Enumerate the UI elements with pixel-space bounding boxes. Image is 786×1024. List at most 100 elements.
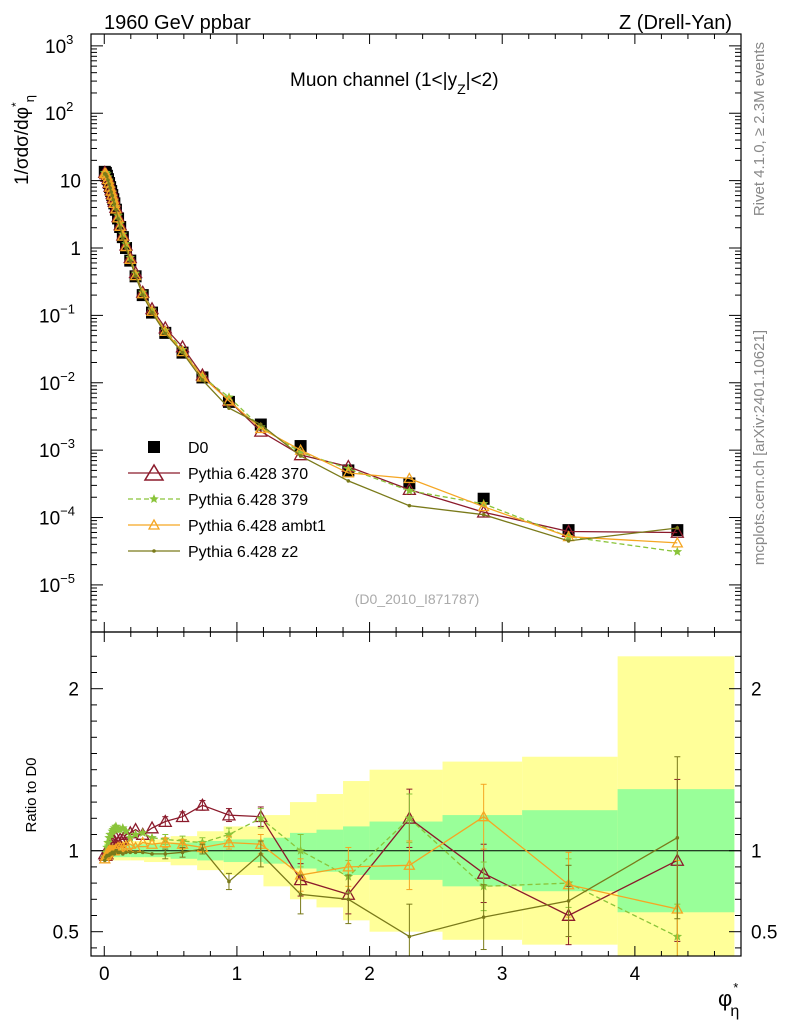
y-tick-label-exp: 3: [66, 32, 73, 47]
data-point-z2: [107, 182, 111, 186]
legend-label-ambt1: Pythia 6.428 ambt1: [188, 518, 326, 535]
y-tick-label: 10−4: [39, 504, 75, 530]
legend-label-p379: Pythia 6.428 379: [188, 492, 308, 509]
x-tick-label: 4: [630, 964, 641, 985]
ratio-frame: [90, 631, 742, 957]
ratio-point-p370: [118, 827, 134, 840]
y-tick-label-exp: −5: [60, 571, 75, 586]
ratio-point-p379: [118, 823, 128, 833]
ratio-point-z2: [481, 915, 486, 919]
legend-item-p379: Pythia 6.428 379: [128, 492, 308, 509]
ratio-point-ambt1: [109, 842, 123, 854]
ratio-point-p379: [138, 827, 148, 837]
legend-marker-D0: [148, 441, 160, 453]
y-tick-label-exp: −2: [60, 369, 75, 384]
ratio-point-ambt1: [159, 836, 172, 848]
data-point-z2: [109, 190, 113, 194]
ratio-point-p379: [115, 824, 125, 834]
ratio-point-z2: [102, 858, 107, 863]
x-axis-label: φ* η: [718, 980, 739, 1020]
data-point-z2: [121, 236, 125, 240]
data-point-z2: [114, 207, 118, 212]
data-point-D0: [562, 524, 575, 537]
series-line-z2: [104, 173, 678, 542]
main-title-main: Muon channel (1<|y: [290, 70, 458, 91]
ratio-point-p379: [102, 842, 112, 852]
legend: D0 Pythia 6.428 370 Pythia 6.428 379 Pythia…: [128, 440, 326, 561]
ratio-series-z2: [102, 756, 681, 956]
data-point-z2: [140, 293, 145, 297]
ratio-point-z2: [566, 899, 571, 903]
data-point-z2: [481, 512, 486, 517]
data-point-ambt1: [111, 211, 125, 223]
data-point-z2: [106, 178, 110, 182]
y-tick-label: 10−3: [39, 436, 75, 462]
data-point-ambt1: [129, 269, 142, 281]
ratio-point-ambt1: [136, 836, 149, 848]
ratio-point-ambt1: [403, 858, 416, 870]
data-point-ambt1: [176, 345, 189, 357]
series-ambt1: [98, 167, 684, 548]
main-panel-title: Muon channel (1<|yZ|<2): [290, 70, 499, 97]
y-tick-label: 102: [45, 99, 73, 125]
data-point-ambt1: [403, 472, 416, 484]
main-title-sub: Z: [457, 81, 466, 97]
data-point-ambt1: [342, 466, 355, 478]
data-point-z2: [108, 186, 112, 190]
y-tick-label: 103: [45, 32, 73, 58]
data-point-z2: [112, 202, 117, 206]
ratio-point-p370: [221, 807, 237, 821]
ratio-point-p379: [256, 813, 266, 823]
y-tick-label-exp: −3: [60, 436, 75, 451]
ratio-point-ambt1: [124, 837, 137, 849]
data-point-z2: [566, 539, 571, 543]
data-point-z2: [298, 454, 303, 458]
x-tick-label: 3: [497, 964, 508, 985]
data-point-z2: [110, 193, 115, 198]
data-point-z2: [124, 246, 128, 250]
legend-marker-z2: [152, 549, 156, 553]
legend-item-z2: Pythia 6.428 z2: [128, 544, 298, 561]
ratio-point-z2: [346, 897, 351, 902]
legend-marker-p379: [149, 494, 159, 503]
y-tick-label: 10−1: [39, 301, 75, 327]
data-point-z2: [407, 503, 412, 508]
data-point-z2: [116, 217, 120, 221]
ratio-point-z2: [258, 852, 263, 856]
data-point-ambt1: [477, 500, 490, 512]
analysis-watermark: (D0_2010_I871787): [355, 591, 480, 607]
ratio-point-z2: [133, 850, 138, 855]
ratio-point-p379: [125, 832, 135, 842]
side-label-top: Rivet 4.1.0, ≥ 2.3M events: [751, 42, 768, 216]
header-left: 1960 GeV ppbar: [104, 12, 251, 34]
y-tick-label-base: 10: [39, 441, 60, 462]
data-point-z2: [111, 197, 116, 202]
ratio-series-group: [97, 756, 685, 956]
y-tick-label: 10−5: [39, 571, 75, 597]
legend-label-z2: Pythia 6.428 z2: [188, 544, 298, 561]
data-point-z2: [180, 350, 185, 355]
x-axis-label-main: φ: [718, 986, 732, 1011]
data-point-ambt1: [136, 287, 149, 299]
ratio-point-p370: [195, 798, 210, 811]
ratio-point-z2: [112, 852, 117, 856]
x-tick-label: 1: [232, 964, 243, 985]
data-point-z2: [346, 479, 351, 483]
ratio-point-p379: [147, 832, 157, 842]
y-tick-label-exp: −1: [60, 301, 75, 316]
y-tick-label-exp: −4: [60, 504, 75, 519]
data-point-p379: [160, 325, 170, 335]
data-point-ambt1: [119, 240, 133, 252]
legend-marker-ambt1: [147, 518, 161, 530]
y-tick-label-base: 10: [39, 576, 60, 597]
ratio-y-tick-label: 0.5: [53, 923, 79, 944]
y-tick-label-base: 10: [39, 509, 60, 530]
data-point-z2: [227, 406, 231, 410]
legend-marker-p370: [143, 463, 165, 481]
y-tick-label-exp: 2: [66, 99, 73, 114]
side-label-bottom: mcplots.cern.ch [arXiv:2401.10621]: [751, 330, 768, 565]
ratio-point-p370: [175, 809, 190, 823]
data-point-z2: [150, 310, 154, 315]
data-point-ambt1: [254, 422, 267, 434]
ratio-point-p379: [404, 813, 415, 823]
